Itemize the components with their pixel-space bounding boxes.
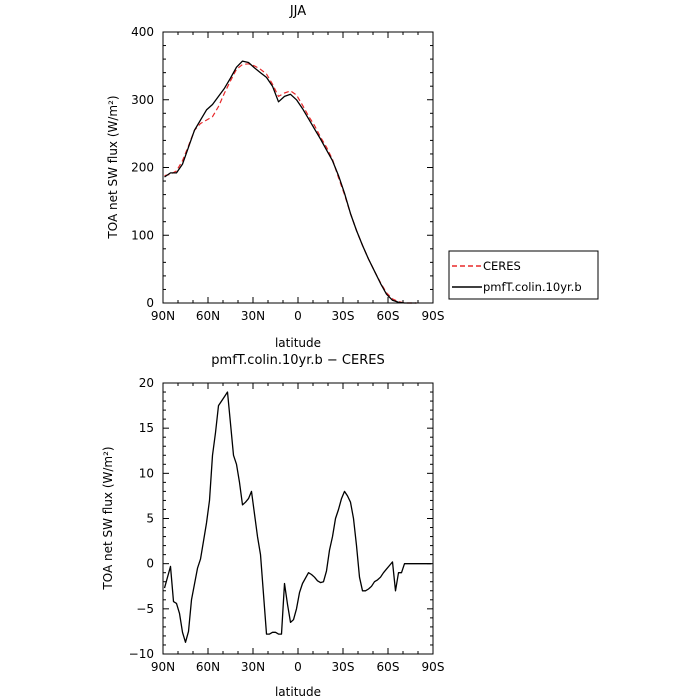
flux-ytick-label: 0 bbox=[146, 296, 154, 310]
difference-ytick-label: −5 bbox=[136, 602, 154, 616]
flux-xtick-label: 90N bbox=[151, 309, 175, 323]
difference-panel-xlabel: latitude bbox=[275, 685, 321, 699]
flux-xtick-label: 30N bbox=[241, 309, 265, 323]
flux-panel-xlabel: latitude bbox=[275, 336, 321, 350]
flux-panel: JJA latitude TOA net SW flux (W/m²) 90N 6… bbox=[106, 4, 444, 350]
difference-xtick-label: 0 bbox=[294, 660, 302, 674]
difference-ytick-label: 5 bbox=[146, 512, 154, 526]
flux-xtick-label: 60N bbox=[196, 309, 220, 323]
difference-plot-area: 90N 60N 30N 0 30S 60S 90S −10 −5 0 5 10 15 20 bbox=[129, 376, 445, 674]
difference-panel: pmfT.colin.10yr.b − CERES latitude TOA n… bbox=[101, 353, 444, 699]
flux-xtick-label: 60S bbox=[377, 309, 400, 323]
legend-label-model: pmfT.colin.10yr.b bbox=[483, 280, 582, 294]
flux-xtick-label: 0 bbox=[294, 309, 302, 323]
difference-xtick-label: 90S bbox=[422, 660, 445, 674]
flux-panel-title: JJA bbox=[289, 4, 306, 19]
difference-ytick-label: 0 bbox=[146, 557, 154, 571]
flux-ytick-label: 100 bbox=[131, 228, 154, 242]
difference-panel-title: pmfT.colin.10yr.b − CERES bbox=[211, 353, 384, 368]
legend: CERES pmfT.colin.10yr.b bbox=[448, 250, 599, 300]
flux-series-line-1 bbox=[164, 60, 417, 304]
flux-xtick-label: 90S bbox=[422, 309, 445, 323]
flux-panel-ylabel: TOA net SW flux (W/m²) bbox=[106, 95, 120, 239]
difference-xtick-label: 60S bbox=[377, 660, 400, 674]
legend-label-ceres: CERES bbox=[483, 259, 521, 273]
flux-ytick-label: 200 bbox=[131, 161, 154, 175]
difference-ytick-label: 20 bbox=[139, 376, 154, 390]
difference-ytick-label: 15 bbox=[139, 421, 154, 435]
flux-xtick-label: 30S bbox=[332, 309, 355, 323]
difference-xtick-label: 60N bbox=[196, 660, 220, 674]
difference-ytick-label: −10 bbox=[129, 647, 154, 661]
difference-xtick-label: 30N bbox=[241, 660, 265, 674]
flux-ytick-label: 400 bbox=[131, 25, 154, 39]
flux-ytick-label: 300 bbox=[131, 93, 154, 107]
difference-xtick-label: 90N bbox=[151, 660, 175, 674]
difference-series-line-0 bbox=[163, 391, 432, 643]
difference-panel-ylabel: TOA net SW flux (W/m²) bbox=[101, 446, 115, 590]
flux-plot-area: 90N 60N 30N 0 30S 60S 90S 0 100 200 300 400 bbox=[131, 25, 444, 323]
legend-box bbox=[448, 250, 599, 300]
difference-xtick-label: 30S bbox=[332, 660, 355, 674]
flux-series-line-0 bbox=[164, 63, 417, 304]
difference-ytick-label: 10 bbox=[139, 466, 154, 480]
